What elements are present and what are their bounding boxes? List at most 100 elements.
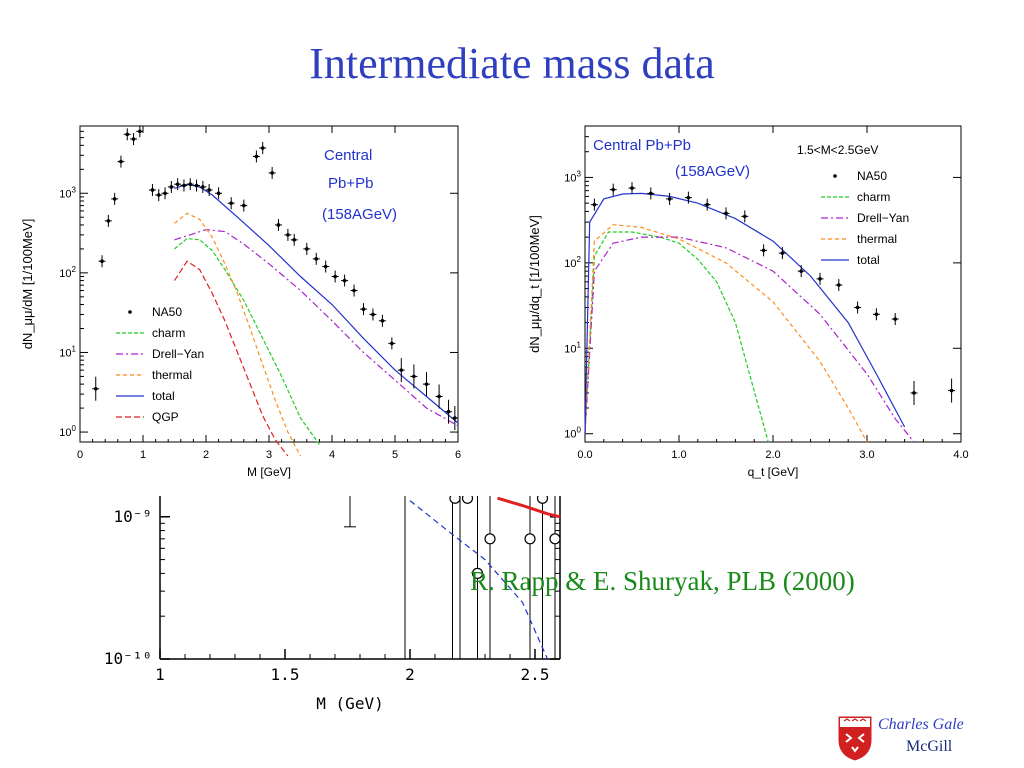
data-point xyxy=(112,197,117,201)
x-tick-label: 3.0 xyxy=(859,449,874,461)
open-data-point xyxy=(461,492,474,504)
y-tick-label: 100 xyxy=(59,424,76,439)
data-point xyxy=(138,129,142,134)
data-point xyxy=(380,318,385,323)
x-tick-label: 2 xyxy=(203,449,209,461)
y-tick-label: 103 xyxy=(564,169,581,184)
legend-label: NA50 xyxy=(152,305,182,319)
plot-frame xyxy=(584,125,962,443)
open-data-point xyxy=(484,533,496,545)
slide-title: Intermediate mass data xyxy=(309,39,715,88)
data-point xyxy=(150,188,155,192)
y-tick-label: 100 xyxy=(564,426,581,441)
annotation-system: Central Pb+Pb xyxy=(593,137,691,154)
mcgill-crest-icon xyxy=(837,715,873,762)
data-point xyxy=(333,274,337,279)
y-tick-label: 101 xyxy=(59,344,76,359)
x-tick-label: 1 xyxy=(140,449,146,461)
x-axis-label: M (GeV) xyxy=(316,694,383,713)
data-point xyxy=(286,233,290,237)
qt-spectrum-chart: 0.0 1.0 2.0 3.0 4.0 100 101 102 103 q_t [GeV] dN_μ… xyxy=(525,118,985,490)
y-tick-label: 10⁻⁹ xyxy=(113,507,152,526)
x-tick-label: 1 xyxy=(155,665,165,684)
annotation-collision: Pb+Pb xyxy=(328,175,373,192)
data-point xyxy=(169,185,174,189)
data-point xyxy=(912,391,916,395)
x-tick-label: 0.0 xyxy=(577,449,592,461)
legend-label: NA50 xyxy=(857,169,887,183)
data-point xyxy=(724,211,728,216)
x-tick-label: 1.0 xyxy=(671,449,686,461)
data-point xyxy=(242,203,246,208)
legend-label: charm xyxy=(857,190,890,204)
x-tick-label: 2.0 xyxy=(765,449,780,461)
y-tick-label: 101 xyxy=(564,340,581,355)
data-point xyxy=(611,187,615,192)
author-affiliation: McGill xyxy=(906,738,953,755)
x-tick-label: 5 xyxy=(392,449,398,461)
data-point xyxy=(125,132,130,137)
data-point xyxy=(949,388,954,393)
series-line-drellyan xyxy=(584,236,915,443)
data-point xyxy=(260,146,265,150)
data-point xyxy=(780,251,785,255)
x-tick-label: 6 xyxy=(455,449,461,461)
data-point xyxy=(446,409,451,414)
x-tick-label: 1.5 xyxy=(271,665,300,684)
legend-label: QGP xyxy=(152,410,179,424)
y-axis-label: dN_μμ/dq_t [1/100MeV] xyxy=(527,215,542,353)
series-line-drellyan xyxy=(174,228,459,427)
data-point xyxy=(342,278,347,283)
data-point xyxy=(194,183,199,188)
open-data-point xyxy=(471,567,484,579)
x-tick-label: 4.0 xyxy=(953,449,968,461)
annotation-mass-window: 1.5<M<2.5GeV xyxy=(797,143,878,157)
data-point xyxy=(818,277,822,281)
x-tick-label: 4 xyxy=(329,449,335,461)
data-point xyxy=(424,382,429,386)
data-point xyxy=(855,305,860,310)
x-tick-label: 2 xyxy=(405,665,415,684)
data-point xyxy=(686,195,691,200)
rapp-shuryak-inset-chart: 10⁻⁹ 10⁻¹⁰ 1 1.5 2 2.5 M (GeV) xyxy=(78,492,573,728)
qt-spectrum-svg: 0.0 1.0 2.0 3.0 4.0 100 101 102 103 q_t [GeV] dN_μ… xyxy=(527,125,969,479)
data-point xyxy=(201,185,205,189)
series-line-total xyxy=(584,192,906,434)
mass-spectrum-svg: 0 1 2 3 4 5 6 100 101 102 103 M [GeV] dN_μμ/dM [1/10… xyxy=(20,125,461,479)
data-point xyxy=(276,223,281,227)
y-tick-label: 103 xyxy=(59,185,76,200)
annotation-energy: (158AGeV) xyxy=(675,163,750,180)
data-point xyxy=(412,374,416,379)
data-point xyxy=(131,137,136,141)
data-point xyxy=(837,283,841,287)
data-point xyxy=(893,317,897,321)
annotation-system: Central xyxy=(324,147,372,164)
x-axis-label: M [GeV] xyxy=(247,465,291,479)
data-point xyxy=(292,238,297,242)
data-point xyxy=(592,202,597,207)
data-point xyxy=(437,394,441,399)
inset-curve-blue-dashed xyxy=(409,500,549,660)
data-point xyxy=(229,201,233,206)
data-point xyxy=(119,159,123,164)
series-line-thermal xyxy=(174,212,302,457)
data-point xyxy=(93,386,98,391)
x-tick-label: 3 xyxy=(266,449,272,461)
legend-label: Drell−Yan xyxy=(857,211,909,225)
open-data-point xyxy=(536,492,549,504)
annotation-energy: (158AGeV) xyxy=(322,206,397,223)
legend-label: thermal xyxy=(857,232,897,246)
inset-curve-red xyxy=(497,496,561,519)
data-point xyxy=(163,191,167,196)
data-point xyxy=(799,269,803,273)
legend-label: total xyxy=(152,389,175,403)
data-point xyxy=(175,182,180,186)
data-point xyxy=(106,219,111,223)
data-point xyxy=(182,183,186,188)
y-axis-label: dN_μμ/dM [1/100MeV] xyxy=(20,219,35,350)
legend-marker xyxy=(833,174,837,178)
data-point xyxy=(270,171,274,175)
data-point xyxy=(705,202,709,207)
open-data-point xyxy=(549,533,561,545)
x-tick-label: 0 xyxy=(77,449,83,461)
